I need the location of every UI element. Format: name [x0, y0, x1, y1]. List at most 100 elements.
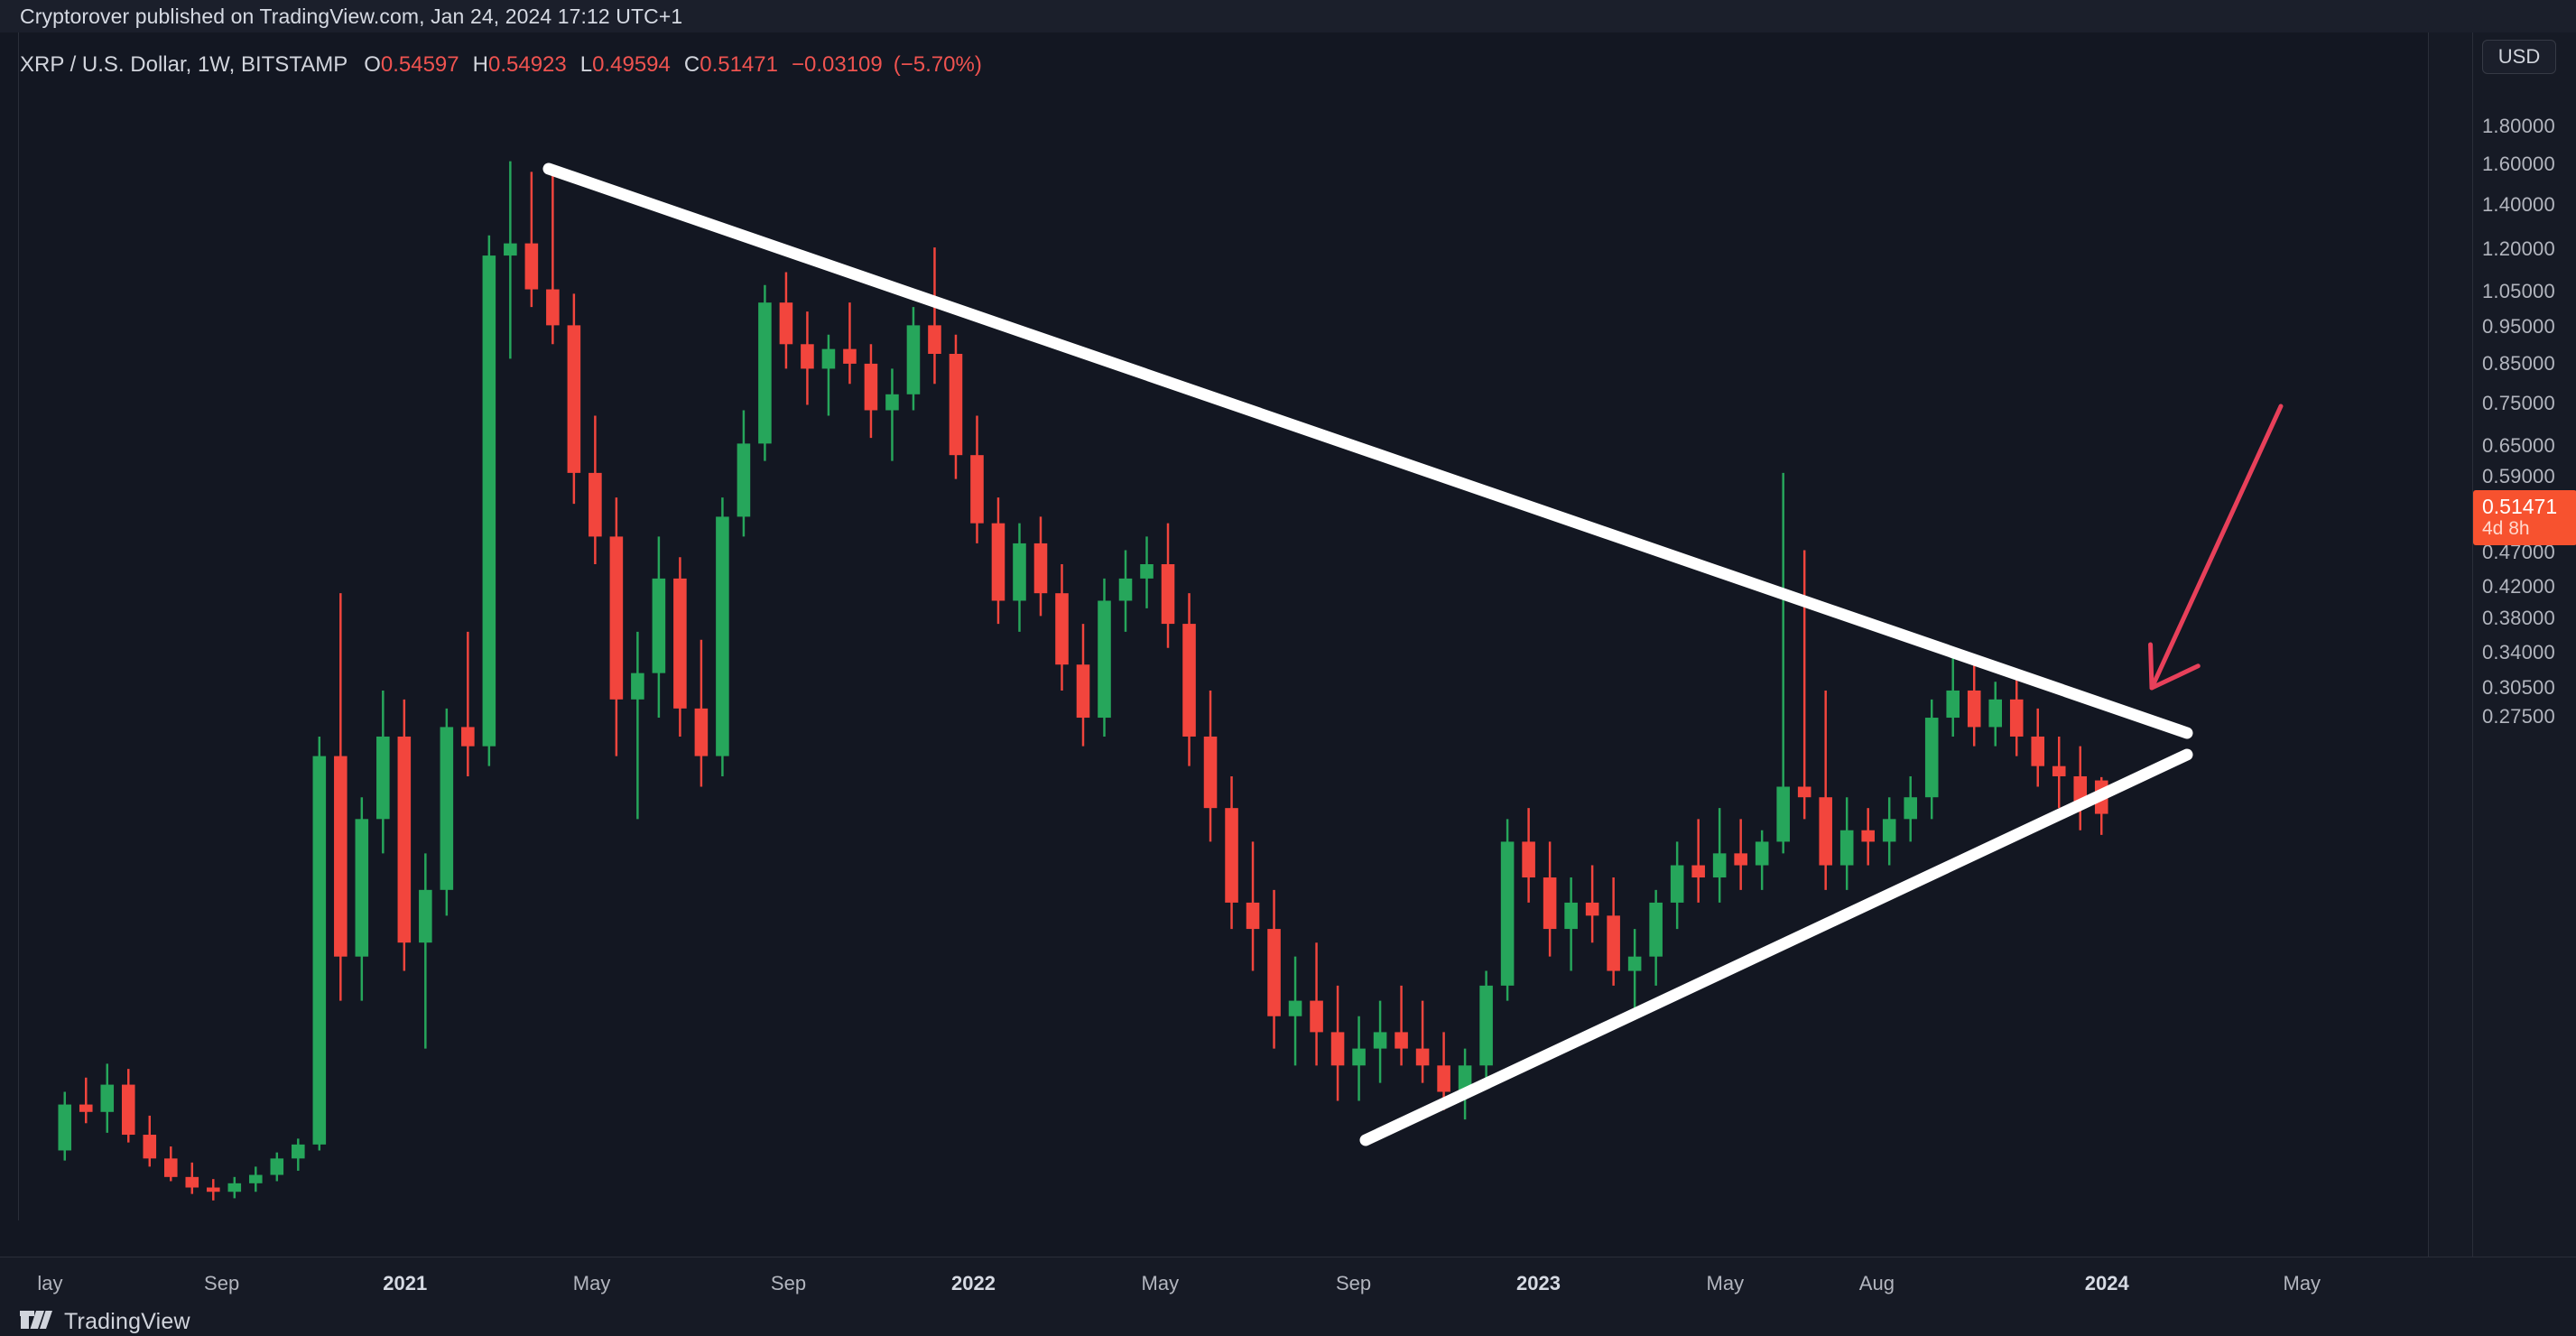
candle-body — [864, 363, 878, 411]
candle-body — [843, 348, 857, 364]
time-tick: 2023 — [1516, 1272, 1561, 1294]
candle-body — [482, 255, 496, 747]
candle-body — [1967, 690, 1981, 728]
candle-body — [1033, 543, 1048, 594]
candle-body — [1373, 1032, 1387, 1049]
price-tick: 0.95000 — [2482, 315, 2555, 338]
candle-body — [100, 1084, 115, 1112]
time-tick: Sep — [770, 1272, 807, 1294]
candle-body — [1500, 841, 1515, 986]
time-tick: 2024 — [2084, 1272, 2129, 1294]
price-tick: 1.20000 — [2482, 237, 2555, 260]
lower-trendline[interactable] — [1359, 748, 2193, 1146]
time-tick: May — [572, 1272, 611, 1294]
candle-body — [1649, 902, 1663, 957]
price-tick: 1.05000 — [2482, 280, 2555, 302]
candle-body — [928, 325, 941, 354]
candle-body — [1776, 786, 1790, 842]
candle-body — [2031, 736, 2045, 766]
candle-body — [1607, 915, 1620, 971]
candle-body — [1712, 853, 1727, 878]
candle-body — [716, 516, 729, 756]
candle-body — [737, 443, 751, 517]
price-tick: 0.75000 — [2482, 392, 2555, 414]
candle-body — [991, 523, 1005, 601]
candle-body — [1098, 600, 1111, 719]
time-tick: Sep — [204, 1272, 240, 1294]
price-tick: 0.27500 — [2482, 705, 2555, 728]
candle-body — [1458, 1065, 1472, 1092]
brand-bar: TradingView — [0, 1307, 2576, 1336]
candle-body — [758, 302, 772, 444]
candle-body — [1203, 736, 1218, 809]
price-tick: 1.60000 — [2482, 153, 2555, 175]
candle-body — [334, 756, 347, 957]
candle-body — [524, 243, 539, 290]
time-tick: Aug — [1858, 1272, 1895, 1294]
price-tick: 0.38000 — [2482, 607, 2555, 629]
candle-body — [79, 1104, 93, 1112]
candle-body — [1522, 841, 1535, 878]
candle-body — [1246, 902, 1260, 930]
time-tick: Sep — [1335, 1272, 1372, 1294]
last-price-value: 0.51471 — [2482, 495, 2558, 518]
candle-body — [1225, 808, 1238, 903]
candle-body — [185, 1176, 199, 1188]
upper-trendline[interactable] — [542, 162, 2193, 739]
time-tick: May — [2283, 1272, 2321, 1294]
candle-body — [1627, 956, 1642, 971]
currency-badge[interactable]: USD — [2482, 40, 2556, 74]
candle-body — [227, 1183, 242, 1192]
candle-body — [207, 1187, 220, 1192]
candle-body — [461, 727, 475, 747]
price-axis[interactable]: USD 1.80000 1.60000 1.40000 1.20000 1.05000 0… — [2428, 32, 2576, 1307]
candle-body — [121, 1084, 135, 1136]
candle-body — [1734, 853, 1747, 866]
price-tick: 0.85000 — [2482, 352, 2555, 375]
price-tick: 0.59000 — [2482, 465, 2555, 487]
candle-body — [1352, 1048, 1366, 1066]
attribution-text: Cryptorover published on TradingView.com… — [20, 4, 683, 28]
candle-body — [1076, 664, 1090, 719]
candle-body — [1819, 797, 1832, 866]
candle-body — [821, 348, 836, 369]
currency-badge-label: USD — [2497, 45, 2541, 68]
candle-body — [1437, 1065, 1450, 1092]
candle-body — [504, 243, 517, 256]
candle-body — [885, 394, 899, 411]
time-tick: 2022 — [950, 1272, 996, 1294]
time-axis[interactable]: lay Sep 2021 May Sep 2022 May Sep 2023 May Aug 2024… — [0, 1257, 2576, 1307]
chart-panel[interactable]: XRP / U.S. Dollar, 1W, BITSTAMP O 0.5459… — [0, 32, 2576, 1307]
candle-body — [546, 289, 560, 326]
last-price-tag[interactable]: 0.51471 4d 8h — [2473, 490, 2576, 546]
breakdown-arrow[interactable] — [2148, 404, 2284, 691]
candle-body — [1946, 690, 1960, 719]
price-tick: 1.80000 — [2482, 115, 2555, 137]
candle-body — [163, 1158, 178, 1177]
candle-body — [1182, 624, 1196, 737]
candle-body — [1267, 929, 1281, 1016]
candle-body — [1924, 718, 1939, 798]
drawings-layer[interactable] — [18, 32, 2428, 1220]
candle-body — [1585, 902, 1599, 916]
price-tick: 0.65000 — [2482, 434, 2555, 457]
candle-body — [1564, 902, 1578, 930]
price-tick: 0.42000 — [2482, 575, 2555, 598]
plot-area[interactable] — [18, 32, 2428, 1220]
candle-body — [1691, 865, 1705, 878]
price-tick: 1.40000 — [2482, 193, 2555, 216]
brand-name: TradingView — [64, 1308, 190, 1334]
candle-body — [1161, 564, 1175, 625]
time-tick: May — [1141, 1272, 1180, 1294]
candle-body — [143, 1135, 157, 1159]
candle-body — [949, 353, 963, 456]
candle-body — [397, 736, 412, 943]
candle-body — [1839, 830, 1854, 866]
candle-body — [588, 472, 602, 537]
price-tick: 0.34000 — [2482, 641, 2555, 663]
candle-body — [355, 819, 369, 957]
candle-body — [1479, 985, 1493, 1066]
price-axis-divider — [2472, 32, 2473, 1257]
candle-body — [2009, 699, 2024, 737]
